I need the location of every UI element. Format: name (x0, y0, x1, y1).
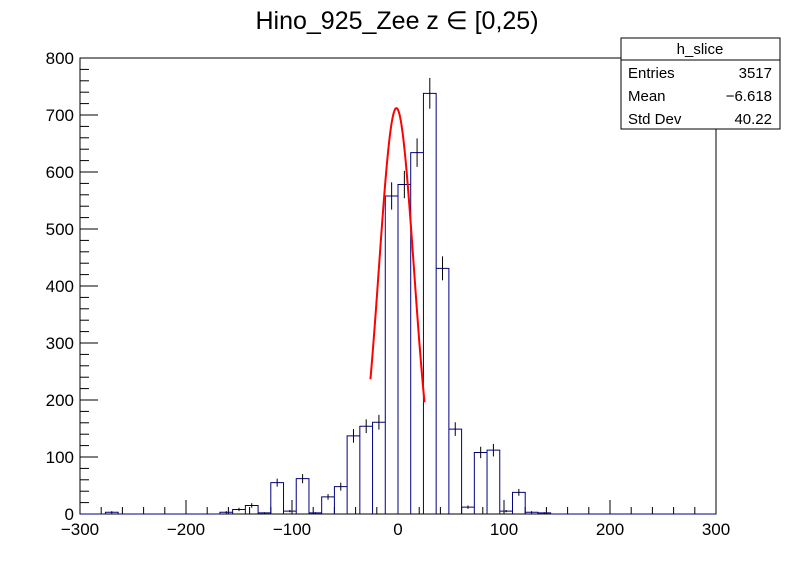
x-tick-label: 300 (702, 520, 730, 539)
stats-entries-label: Entries (628, 65, 675, 82)
gaussian-fit (369, 107, 426, 403)
y-tick-label: 300 (46, 334, 74, 353)
stats-mean-label: Mean (628, 88, 666, 105)
histogram-bins (80, 77, 716, 515)
stats-stddev-label: Std Dev (628, 111, 682, 128)
stats-box: h_slice Entries 3517 Mean −6.618 Std Dev… (620, 37, 781, 130)
stats-box-title: h_slice (677, 41, 724, 58)
stats-entries-value: 3517 (739, 65, 772, 82)
x-tick-label: 0 (393, 520, 402, 539)
stats-mean-value: −6.618 (726, 88, 772, 105)
x-tick-label: −200 (167, 520, 205, 539)
y-tick-label: 100 (46, 448, 74, 467)
stats-box-frame (620, 37, 781, 130)
y-tick-label: 600 (46, 163, 74, 182)
x-tick-label: 100 (490, 520, 518, 539)
y-tick-label: 700 (46, 106, 74, 125)
stats-stddev-value: 40.22 (734, 111, 772, 128)
chart-title: Hino_925_Zee z ∈ [0,25) (255, 7, 538, 35)
histogram-outline (80, 92, 716, 515)
x-tick-label: −100 (273, 520, 311, 539)
x-tick-label: −300 (61, 520, 99, 539)
y-axis: 0 100 200 300 400 500 600 700 800 (46, 49, 98, 524)
x-axis: −300 −200 −100 0 100 200 300 (61, 500, 730, 539)
y-tick-label: 0 (65, 505, 74, 524)
x-tick-label: 200 (596, 520, 624, 539)
y-tick-label: 500 (46, 220, 74, 239)
fit-curve (369, 107, 426, 403)
y-tick-label: 800 (46, 49, 74, 68)
y-tick-label: 200 (46, 391, 74, 410)
y-tick-label: 400 (46, 277, 74, 296)
